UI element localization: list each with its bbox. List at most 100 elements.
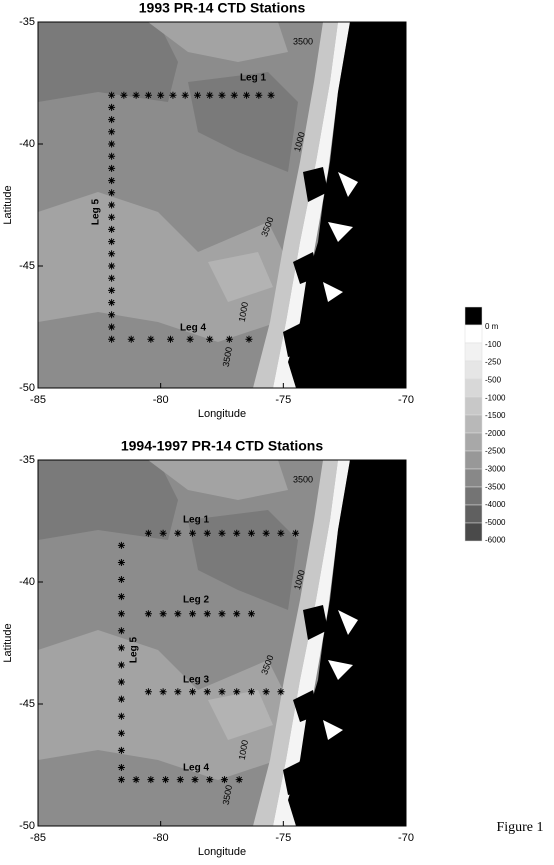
colorbar-swatch bbox=[464, 450, 483, 470]
station bbox=[108, 201, 116, 209]
station bbox=[203, 610, 211, 618]
station bbox=[277, 529, 285, 537]
colorbar-swatch bbox=[464, 468, 483, 488]
station bbox=[186, 335, 194, 343]
station-leg bbox=[117, 541, 125, 771]
y-tick-label: -50 bbox=[19, 382, 35, 394]
light-basin bbox=[208, 252, 273, 302]
station bbox=[132, 776, 140, 784]
leg-label: Leg 1 bbox=[240, 73, 267, 84]
y-axis-label: Latitude bbox=[2, 185, 14, 224]
station bbox=[108, 116, 116, 124]
station bbox=[233, 529, 241, 537]
station bbox=[159, 529, 167, 537]
station bbox=[117, 644, 125, 652]
station bbox=[166, 335, 174, 343]
x-axis-label: Longitude bbox=[198, 846, 246, 858]
slope bbox=[253, 22, 338, 388]
slope bbox=[253, 460, 338, 826]
station bbox=[247, 529, 255, 537]
station bbox=[108, 274, 116, 282]
leg-label: Leg 5 bbox=[129, 637, 140, 664]
colorbar-label: -250 bbox=[485, 358, 502, 367]
station bbox=[147, 335, 155, 343]
station bbox=[108, 311, 116, 319]
y-tick-label: -40 bbox=[19, 576, 35, 588]
dark-basin bbox=[188, 72, 298, 172]
station bbox=[206, 776, 214, 784]
station bbox=[159, 688, 167, 696]
station bbox=[117, 712, 125, 720]
bathymetry bbox=[38, 22, 406, 388]
station bbox=[218, 91, 226, 99]
station bbox=[117, 576, 125, 584]
station bbox=[292, 529, 300, 537]
station bbox=[117, 695, 125, 703]
chart-title: 1994-1997 PR-14 CTD Stations bbox=[121, 438, 324, 454]
station bbox=[117, 763, 125, 771]
y-tick-label: -50 bbox=[19, 820, 35, 832]
station bbox=[108, 213, 116, 221]
station bbox=[218, 688, 226, 696]
plot-frame bbox=[37, 21, 407, 389]
x-tick-label: -75 bbox=[275, 394, 291, 406]
light-basin bbox=[148, 22, 288, 62]
x-tick-label: -70 bbox=[398, 394, 414, 406]
station bbox=[117, 558, 125, 566]
chart-title: 1993 PR-14 CTD Stations bbox=[139, 0, 306, 16]
leg-label: Leg 4 bbox=[180, 323, 207, 334]
colorbar-label: -6000 bbox=[485, 536, 506, 545]
x-axis-label: Longitude bbox=[198, 408, 246, 420]
shelf bbox=[273, 22, 350, 388]
light-basin bbox=[38, 630, 288, 780]
dark-basin bbox=[38, 22, 178, 102]
station bbox=[243, 91, 251, 99]
station-leg bbox=[144, 688, 285, 696]
station bbox=[108, 286, 116, 294]
station bbox=[277, 688, 285, 696]
station bbox=[162, 776, 170, 784]
colorbar-label: -3000 bbox=[485, 465, 506, 474]
plot-frame bbox=[37, 459, 407, 827]
station-leg bbox=[144, 529, 300, 537]
colorbar-swatch bbox=[464, 414, 483, 434]
station bbox=[108, 164, 116, 172]
station bbox=[220, 776, 228, 784]
colorbar-label: 0 m bbox=[485, 322, 499, 331]
y-tick-label: -35 bbox=[19, 16, 35, 28]
x-tick-label: -80 bbox=[153, 394, 169, 406]
station bbox=[157, 91, 165, 99]
station bbox=[108, 225, 116, 233]
station bbox=[120, 91, 128, 99]
station bbox=[108, 103, 116, 111]
station bbox=[108, 323, 116, 331]
station bbox=[117, 678, 125, 686]
colorbar-label: -1000 bbox=[485, 393, 506, 402]
colorbar-swatch bbox=[464, 486, 483, 506]
land bbox=[288, 22, 406, 388]
station bbox=[267, 91, 275, 99]
fjords bbox=[323, 172, 358, 302]
station-leg bbox=[108, 91, 275, 99]
station-leg bbox=[108, 335, 253, 343]
station bbox=[108, 335, 116, 343]
station bbox=[230, 91, 238, 99]
leg-label: Leg 5 bbox=[91, 199, 102, 226]
station bbox=[169, 91, 177, 99]
station bbox=[191, 776, 199, 784]
station bbox=[108, 152, 116, 160]
station bbox=[189, 529, 197, 537]
station bbox=[147, 776, 155, 784]
station bbox=[181, 91, 189, 99]
station bbox=[117, 661, 125, 669]
leg-label: Leg 1 bbox=[183, 515, 210, 526]
x-tick-label: -80 bbox=[153, 832, 169, 844]
station-leg bbox=[144, 610, 255, 618]
colorbar-label: -5000 bbox=[485, 518, 506, 527]
station bbox=[159, 610, 167, 618]
station bbox=[255, 91, 263, 99]
station bbox=[144, 610, 152, 618]
station bbox=[117, 593, 125, 601]
